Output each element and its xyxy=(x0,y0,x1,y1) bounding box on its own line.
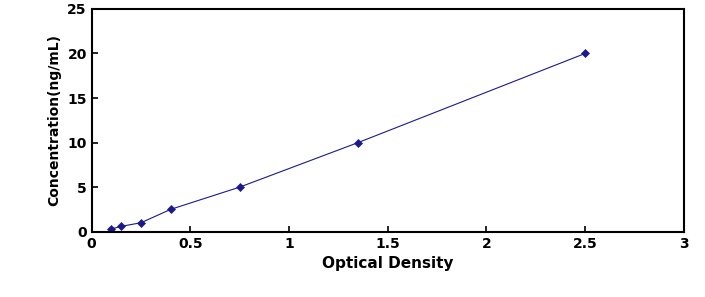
X-axis label: Optical Density: Optical Density xyxy=(322,256,453,271)
Y-axis label: Concentration(ng/mL): Concentration(ng/mL) xyxy=(48,34,62,206)
